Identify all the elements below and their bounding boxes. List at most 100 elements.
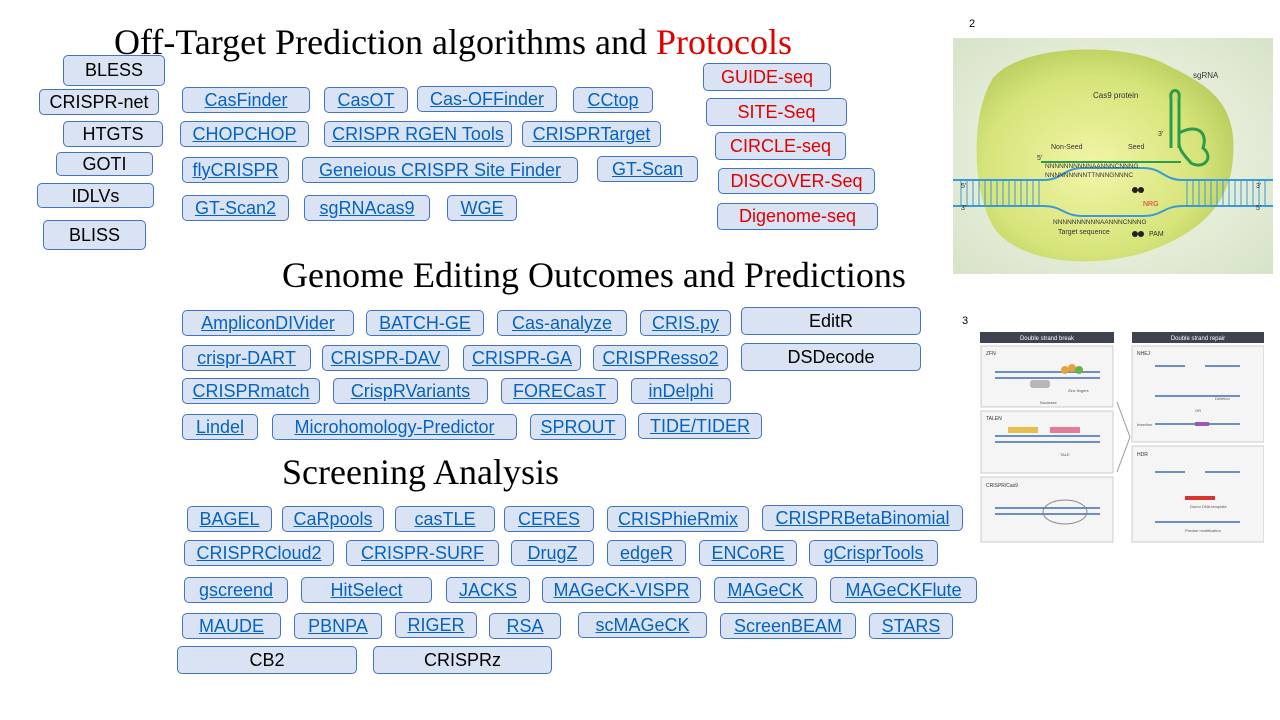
- offtarget-tool-link[interactable]: Geneious CRISPR Site Finder: [302, 157, 578, 183]
- protocol-item[interactable]: CIRCLE-seq: [715, 132, 846, 160]
- screening-tool-link[interactable]: CaRpools: [282, 506, 384, 532]
- protocols-heading-text: Protocols: [656, 22, 793, 62]
- protocol-item[interactable]: Digenome-seq: [717, 203, 878, 230]
- outcome-tool-link[interactable]: inDelphi: [631, 378, 731, 404]
- screening-tool-link[interactable]: MAGeCKFlute: [830, 577, 977, 603]
- screening-heading: Screening Analysis: [282, 452, 559, 492]
- side-tool[interactable]: BLESS: [63, 55, 165, 86]
- outcome-tool-link[interactable]: SPROUT: [530, 414, 626, 440]
- offtarget-heading: Off-Target Prediction algorithms and Pro…: [114, 24, 792, 60]
- precise-label: Precise modification: [1185, 528, 1221, 533]
- screening-tool-link[interactable]: scMAGeCK: [578, 612, 707, 638]
- outcome-tool-link[interactable]: CRISPResso2: [593, 345, 728, 371]
- screening-tool-link[interactable]: MAGeCK: [714, 577, 817, 603]
- protocol-item[interactable]: GUIDE-seq: [703, 63, 831, 91]
- insertion-label: Insertion: [1137, 422, 1152, 427]
- nrg-label: NRG: [1143, 201, 1159, 208]
- screening-tool-link[interactable]: PBNPA: [294, 613, 382, 639]
- sequence-bottom: NNNNNNNNNTTNNNGNNNC: [1045, 172, 1133, 179]
- offtarget-tool-link[interactable]: CCtop: [573, 87, 653, 113]
- dsb-header: Double strand break: [1020, 336, 1075, 342]
- screening-tool-link[interactable]: DrugZ: [511, 540, 594, 566]
- screening-tool[interactable]: CRISPRz: [373, 646, 552, 674]
- screening-tool-link[interactable]: STARS: [869, 613, 953, 639]
- zinc-fingers-label: Zinc fingers: [1068, 388, 1089, 393]
- screening-tool-link[interactable]: CRISPRCloud2: [184, 540, 334, 566]
- offtarget-tool-link[interactable]: Cas-OFFinder: [417, 86, 557, 112]
- crispr-cas9-label: CRISPR/Cas9: [986, 483, 1018, 489]
- cas9-protein-label: Cas9 protein: [1093, 91, 1138, 100]
- svg-text:3': 3': [961, 205, 966, 212]
- offtarget-tool-link[interactable]: CRISPRTarget: [522, 121, 661, 147]
- offtarget-tool-link[interactable]: CRISPR RGEN Tools: [324, 121, 512, 147]
- figure-number: 3: [962, 315, 969, 327]
- outcome-tool-link[interactable]: Cas-analyze: [497, 310, 627, 336]
- screening-tool-link[interactable]: MAGeCK-VISPR: [542, 577, 701, 603]
- outcome-tool-link[interactable]: FORECasT: [501, 378, 618, 404]
- screening-tool-link[interactable]: casTLE: [395, 506, 495, 532]
- screening-tool-link[interactable]: CRISPhieRmix: [607, 506, 749, 532]
- outcome-tool-link[interactable]: CRISPR-DAV: [322, 345, 449, 371]
- offtarget-tool-link[interactable]: GT-Scan: [597, 156, 698, 182]
- offtarget-tool-link[interactable]: WGE: [447, 195, 517, 221]
- screening-tool-link[interactable]: RSA: [489, 613, 561, 639]
- sequence-top: NNNNNNNNNNAANNNCNNNG: [1045, 163, 1139, 170]
- screening-tool-link[interactable]: BAGEL: [187, 506, 272, 532]
- outcome-tool-link[interactable]: AmpliconDIVider: [182, 310, 354, 336]
- outcome-tool[interactable]: EditR: [741, 307, 921, 335]
- side-tool[interactable]: IDLVs: [37, 183, 154, 208]
- screening-tool-link[interactable]: MAUDE: [182, 613, 281, 639]
- outcome-tool-link[interactable]: BATCH-GE: [366, 310, 484, 336]
- pam-label: PAM: [1149, 231, 1164, 238]
- screening-tool[interactable]: CB2: [177, 646, 357, 674]
- five-prime-label: 5': [1037, 155, 1042, 162]
- screening-tool-link[interactable]: gCrisprTools: [809, 540, 938, 566]
- screening-tool-link[interactable]: CERES: [504, 506, 594, 532]
- svg-text:5': 5': [961, 183, 966, 190]
- side-tool[interactable]: GOTI: [56, 152, 153, 176]
- offtarget-tool-link[interactable]: GT-Scan2: [182, 195, 289, 221]
- outcome-tool-link[interactable]: CRIS.py: [640, 310, 731, 336]
- offtarget-tool-link[interactable]: CHOPCHOP: [180, 121, 309, 147]
- screening-tool-link[interactable]: RIGER: [395, 612, 477, 638]
- svg-text:5': 5': [1256, 205, 1261, 212]
- protocol-item[interactable]: DISCOVER-Seq: [718, 168, 875, 194]
- donor-label: Donor DNA template: [1190, 504, 1227, 509]
- dsb-repair-diagram: Double strand break ZFN TALEN CRISPR/Cas…: [980, 332, 1264, 544]
- target-sequence-label: Target sequence: [1058, 229, 1110, 236]
- hdr-label: HDR: [1137, 452, 1148, 458]
- outcome-tool-link[interactable]: CRISPR-GA: [463, 345, 581, 371]
- zfn-label: ZFN: [986, 351, 996, 357]
- outcome-tool-link[interactable]: Microhomology-Predictor: [272, 414, 517, 440]
- dsr-header: Double strand repair: [1171, 336, 1225, 342]
- screening-tool-link[interactable]: HitSelect: [301, 577, 432, 603]
- screening-tool-link[interactable]: CRISPRBetaBinomial: [762, 505, 963, 531]
- outcome-tool-link[interactable]: TIDE/TIDER: [638, 413, 762, 439]
- outcome-tool-link[interactable]: Lindel: [182, 414, 258, 440]
- screening-tool-link[interactable]: gscreend: [184, 577, 288, 603]
- protocol-item[interactable]: SITE-Seq: [706, 98, 847, 126]
- outcome-tool[interactable]: DSDecode: [741, 343, 921, 371]
- outcome-tool-link[interactable]: crispr-DART: [182, 345, 311, 371]
- cas9-diagram: Cas9 protein sgRNA Non-Seed Seed 5' 3' N…: [953, 38, 1273, 274]
- screening-tool-link[interactable]: ENCoRE: [699, 540, 797, 566]
- screening-tool-link[interactable]: JACKS: [446, 577, 530, 603]
- figure-number: 2: [969, 18, 976, 30]
- offtarget-tool-link[interactable]: sgRNAcas9: [304, 195, 430, 221]
- screening-tool-link[interactable]: edgeR: [607, 540, 686, 566]
- side-tool[interactable]: HTGTS: [63, 121, 163, 147]
- seed-label: Seed: [1128, 144, 1144, 151]
- offtarget-tool-link[interactable]: flyCRISPR: [182, 157, 289, 183]
- non-seed-label: Non-Seed: [1051, 144, 1083, 151]
- side-tool[interactable]: CRISPR-net: [39, 89, 159, 115]
- svg-text:3': 3': [1256, 183, 1261, 190]
- screening-tool-link[interactable]: CRISPR-SURF: [346, 540, 499, 566]
- screening-tool-link[interactable]: ScreenBEAM: [720, 613, 856, 639]
- outcome-tool-link[interactable]: CRISPRmatch: [182, 378, 320, 404]
- side-tool[interactable]: BLISS: [43, 220, 146, 250]
- three-prime-label: 3': [1158, 131, 1163, 138]
- offtarget-tool-link[interactable]: CasFinder: [182, 87, 310, 113]
- outcome-tool-link[interactable]: CrispRVariants: [333, 378, 488, 404]
- offtarget-tool-link[interactable]: CasOT: [324, 87, 408, 113]
- tale-label: TALE: [1060, 452, 1070, 457]
